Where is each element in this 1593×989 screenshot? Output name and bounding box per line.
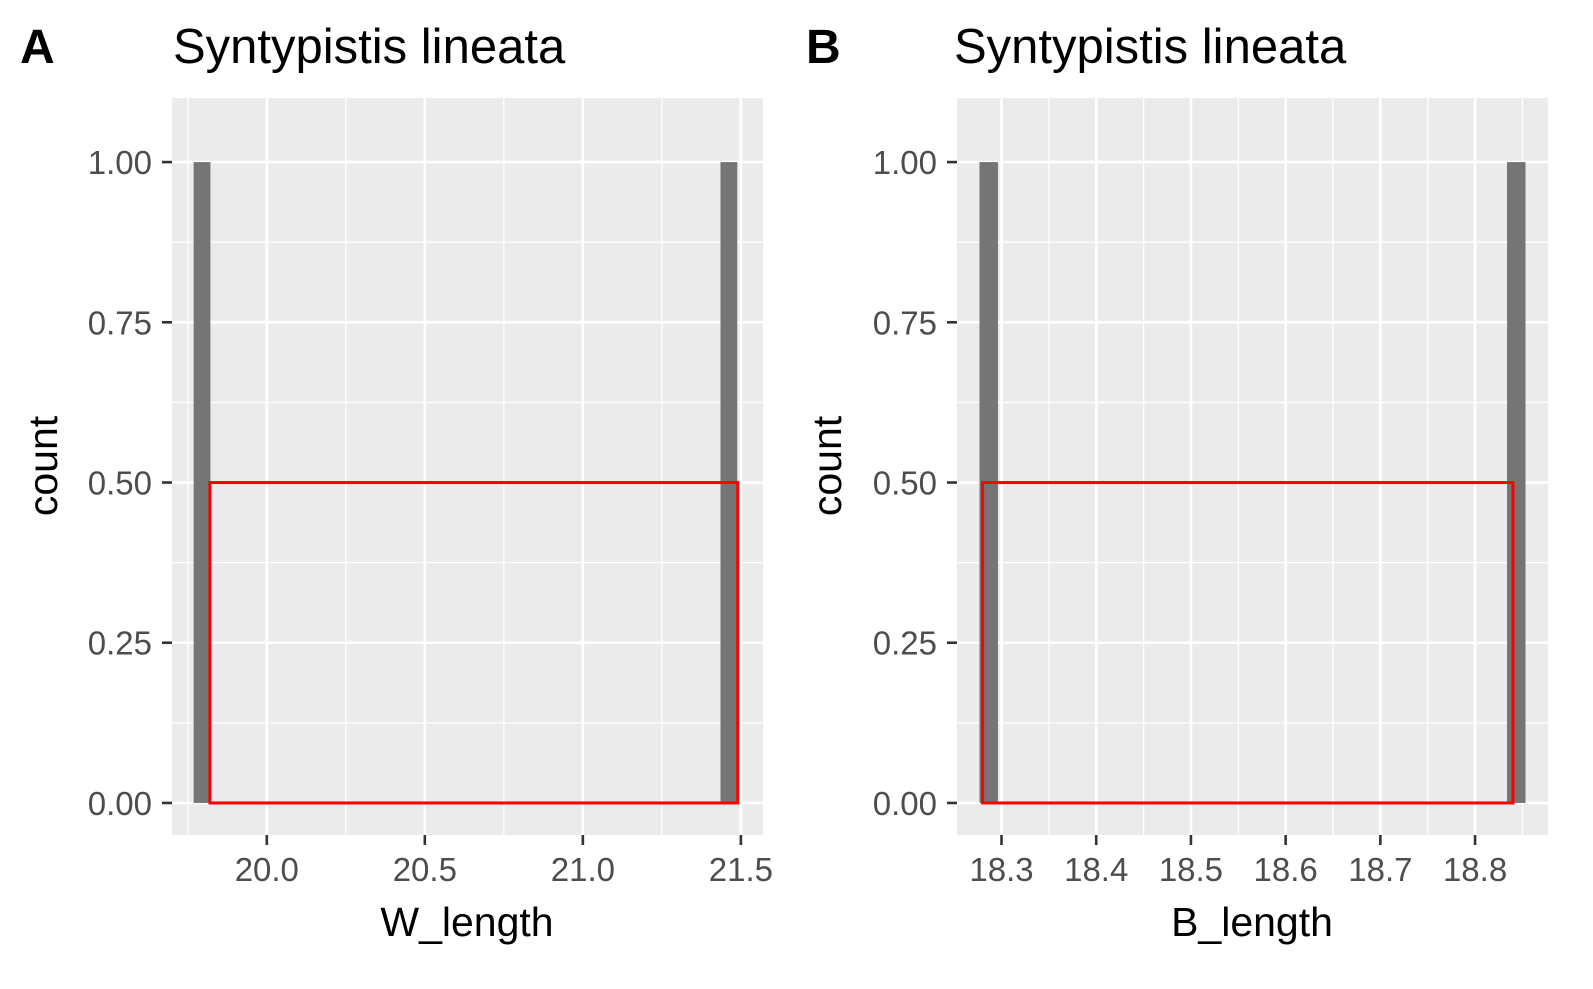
x-tick-label: 18.7: [1348, 851, 1412, 888]
panel-a-minor-gridlines: [172, 98, 763, 835]
x-tick-label: 18.8: [1443, 851, 1507, 888]
y-tick-label: 1.00: [873, 144, 937, 181]
panel-a-tag: A: [20, 21, 55, 74]
panel-b-plot-background: [957, 98, 1548, 835]
x-tick-label: 18.6: [1254, 851, 1318, 888]
panel-a-title: Syntypistis lineata: [173, 20, 566, 74]
panel-a-y-axis: 0.00 0.25 0.50 0.75 1.00: [88, 144, 172, 822]
panel-b-y-axis-title: count: [804, 415, 850, 516]
x-tick-label: 21.0: [551, 851, 615, 888]
y-tick-label: 0.00: [873, 785, 937, 822]
y-tick-label: 1.00: [88, 144, 152, 181]
x-tick-label: 18.5: [1159, 851, 1223, 888]
panel-a-highlight-box: [208, 481, 740, 805]
x-tick-label: 18.4: [1064, 851, 1128, 888]
x-tick-label: 20.5: [393, 851, 457, 888]
panel-a-plot-background: [172, 98, 763, 835]
y-tick-label: 0.50: [88, 465, 152, 502]
panel-b-y-axis: 0.00 0.25 0.50 0.75 1.00: [873, 144, 957, 822]
panel-b-x-axis: 18.3 18.4 18.5 18.6 18.7 18.8: [969, 835, 1507, 888]
panel-b-highlight-box: [981, 481, 1515, 805]
y-tick-label: 0.75: [88, 304, 152, 341]
y-tick-label: 0.00: [88, 785, 152, 822]
y-tick-label: 0.25: [88, 625, 152, 662]
x-tick-label: 18.3: [969, 851, 1033, 888]
histogram-bar: [193, 162, 211, 803]
y-tick-label: 0.75: [873, 304, 937, 341]
panel-a-x-axis-title: W_length: [380, 899, 553, 945]
x-tick-label: 20.0: [235, 851, 299, 888]
x-tick-label: 21.5: [709, 851, 773, 888]
y-tick-label: 0.50: [873, 465, 937, 502]
panel-b-title: Syntypistis lineata: [954, 20, 1347, 74]
panel-a-x-axis: 20.0 20.5 21.0 21.5: [235, 835, 773, 888]
panel-b-x-axis-title: B_length: [1171, 899, 1333, 945]
y-tick-label: 0.25: [873, 625, 937, 662]
panel-b-tag: B: [806, 21, 841, 74]
panel-a: A Syntypistis lineata 0.00 0.25 0.50 0.7…: [20, 20, 773, 945]
panel-a-y-axis-title: count: [20, 415, 66, 516]
panel-b: B Syntypistis lineata 0.00 0.25 0.50 0.7…: [804, 20, 1548, 945]
